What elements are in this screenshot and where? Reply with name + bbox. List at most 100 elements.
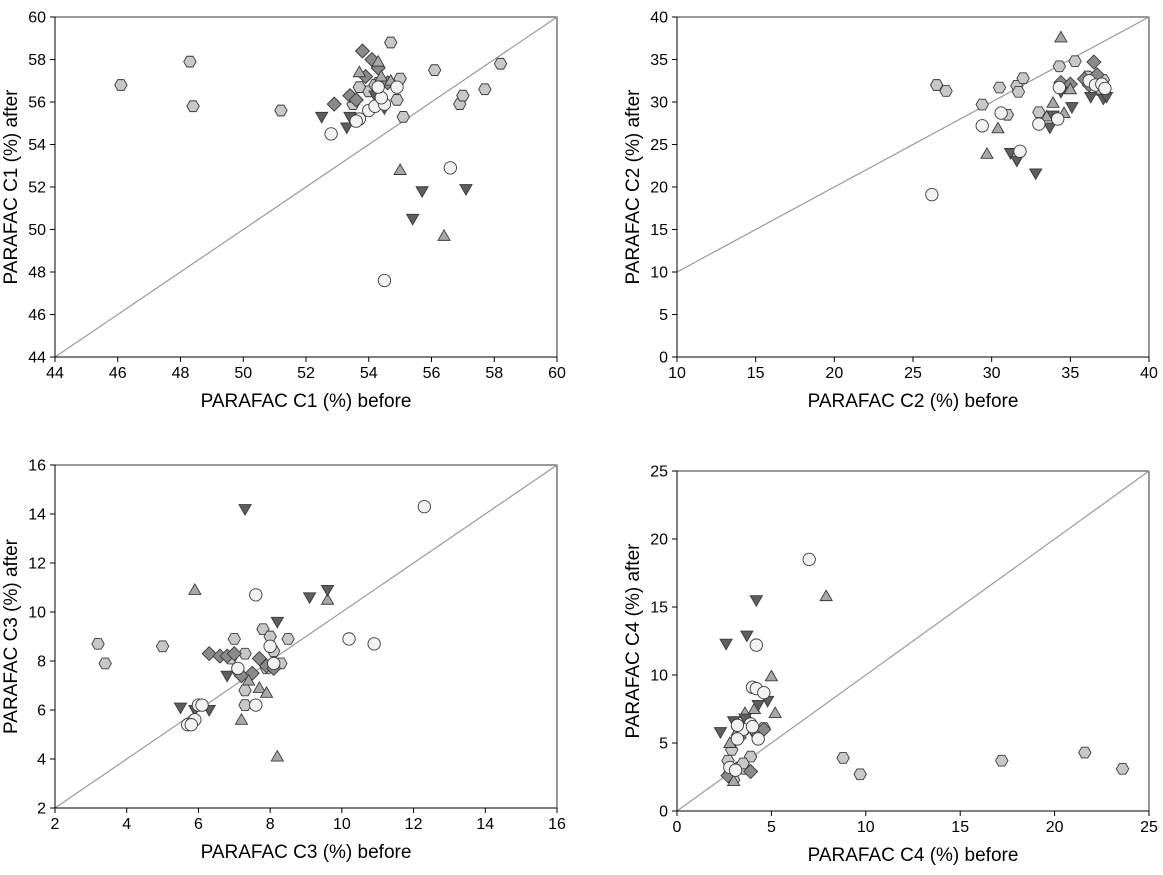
series-triangle-up [188, 583, 335, 762]
triangle-up-point [768, 706, 783, 719]
diamond-point [742, 763, 759, 780]
triangle-down-point [1083, 91, 1098, 104]
triangle-down-point [740, 630, 754, 643]
x-tick-label: 10 [333, 816, 351, 833]
diamond-point [226, 646, 242, 662]
x-tick-label: 5 [767, 819, 776, 836]
triangle-up-point [1063, 82, 1078, 95]
plot-area [676, 16, 1150, 358]
x-tick-label: 25 [904, 365, 922, 382]
scatter-panel-3: 2 4 6 8 10 12 14 16 2 4 6 8 10 12 14 16 PARAFAC C3 (%) b… [1, 458, 566, 864]
y-axis-title: PARAFAC C2 (%) after [623, 89, 644, 285]
y-tick-label: 4 [37, 752, 46, 769]
y-tick-label: 0 [659, 804, 668, 821]
hexagon-point [1078, 746, 1092, 759]
x-tick-label: 20 [1046, 819, 1064, 836]
hexagon-point [939, 85, 953, 97]
hexagon-point [383, 36, 398, 49]
y-tick-label: 6 [37, 703, 46, 720]
hexagon-point [1011, 85, 1026, 98]
triangle-down-point [719, 638, 733, 651]
x-tick-label: 12 [405, 816, 423, 833]
triangle-up-point [764, 669, 779, 682]
triangle-down-point [415, 186, 429, 199]
triangle-down-point [320, 585, 335, 597]
circle-point [195, 698, 209, 712]
hexagon-point [183, 55, 197, 68]
triangle-down-point [459, 184, 473, 197]
y-tick-label: 15 [650, 222, 668, 239]
y-tick-label: 14 [28, 507, 46, 524]
triangle-up-point [991, 121, 1005, 134]
hexagon-point [975, 98, 989, 111]
circle-point [1051, 112, 1065, 126]
circle-point [390, 80, 404, 94]
circle-point [751, 732, 765, 746]
circle-point [349, 114, 363, 128]
circle-point [728, 763, 743, 777]
y-tick-label: 15 [650, 600, 668, 617]
x-tick-label: 52 [297, 365, 315, 382]
triangle-down-point [405, 213, 420, 226]
triangle-down-point [270, 616, 285, 629]
series-hexagon [929, 55, 1111, 121]
triangle-up-point [234, 712, 249, 725]
hexagon-point [98, 657, 112, 670]
triangle-up-point [352, 65, 367, 78]
hexagon-point [836, 752, 850, 764]
x-tick-label: 46 [109, 365, 127, 382]
triangle-up-point [252, 681, 267, 693]
x-tick-label: 4 [122, 816, 131, 833]
series-triangle-down [1003, 86, 1114, 181]
y-tick-label: 54 [28, 137, 46, 154]
y-tick-label: 8 [37, 654, 46, 671]
hexagon-point [227, 633, 242, 645]
identity-line [54, 16, 558, 358]
x-tick-label: 10 [668, 365, 686, 382]
triangle-down-point [1065, 102, 1079, 114]
hexagon-point [427, 64, 442, 76]
hexagon-point [493, 57, 508, 70]
hexagon-point [352, 81, 367, 93]
hexagon-point [478, 83, 492, 96]
circle-point [231, 661, 245, 675]
circle-point [342, 632, 356, 646]
y-tick-label: 35 [650, 52, 668, 69]
hexagon-point [114, 79, 128, 91]
hexagon-point [274, 104, 288, 117]
triangle-up-point [320, 592, 335, 605]
series-circle [324, 80, 457, 288]
circle-point [802, 552, 816, 567]
x-tick-label: 15 [747, 365, 765, 382]
y-tick-label: 50 [28, 222, 46, 239]
hexagon-point [396, 111, 410, 123]
hexagon-point [1016, 72, 1030, 85]
triangle-down-point [238, 504, 252, 516]
y-tick-label: 12 [28, 556, 46, 573]
circle-point [263, 639, 277, 653]
y-tick-label: 30 [650, 95, 668, 112]
y-tick-label: 52 [28, 180, 46, 197]
triangle-down-point [1028, 168, 1043, 181]
circle-point [757, 686, 771, 700]
y-axis-title: PARAFAC C4 (%) after [623, 543, 644, 739]
triangle-down-point [1043, 122, 1057, 135]
circle-point [371, 80, 385, 94]
triangle-up-point [241, 673, 256, 686]
triangle-up-point [393, 163, 407, 175]
triangle-down-point [173, 702, 188, 715]
hexagon-point [238, 684, 252, 697]
y-tick-label: 5 [659, 736, 668, 753]
circle-point [1052, 80, 1066, 95]
triangle-up-point [980, 146, 994, 159]
x-tick-label: 58 [485, 365, 503, 382]
triangle-up-point [1054, 30, 1068, 43]
x-tick-label: 40 [1140, 365, 1158, 382]
circle-point [249, 698, 263, 712]
y-tick-label: 10 [28, 605, 46, 622]
triangle-down-point [749, 595, 764, 608]
circle-point [267, 656, 281, 671]
x-axis-title: PARAFAC C3 (%) before [201, 842, 412, 863]
y-tick-label: 58 [28, 52, 46, 69]
scatter-panel-1: 44 46 48 50 52 54 56 58 60 44 46 48 50 52 54 56 58 60 PARA… [1, 10, 566, 413]
